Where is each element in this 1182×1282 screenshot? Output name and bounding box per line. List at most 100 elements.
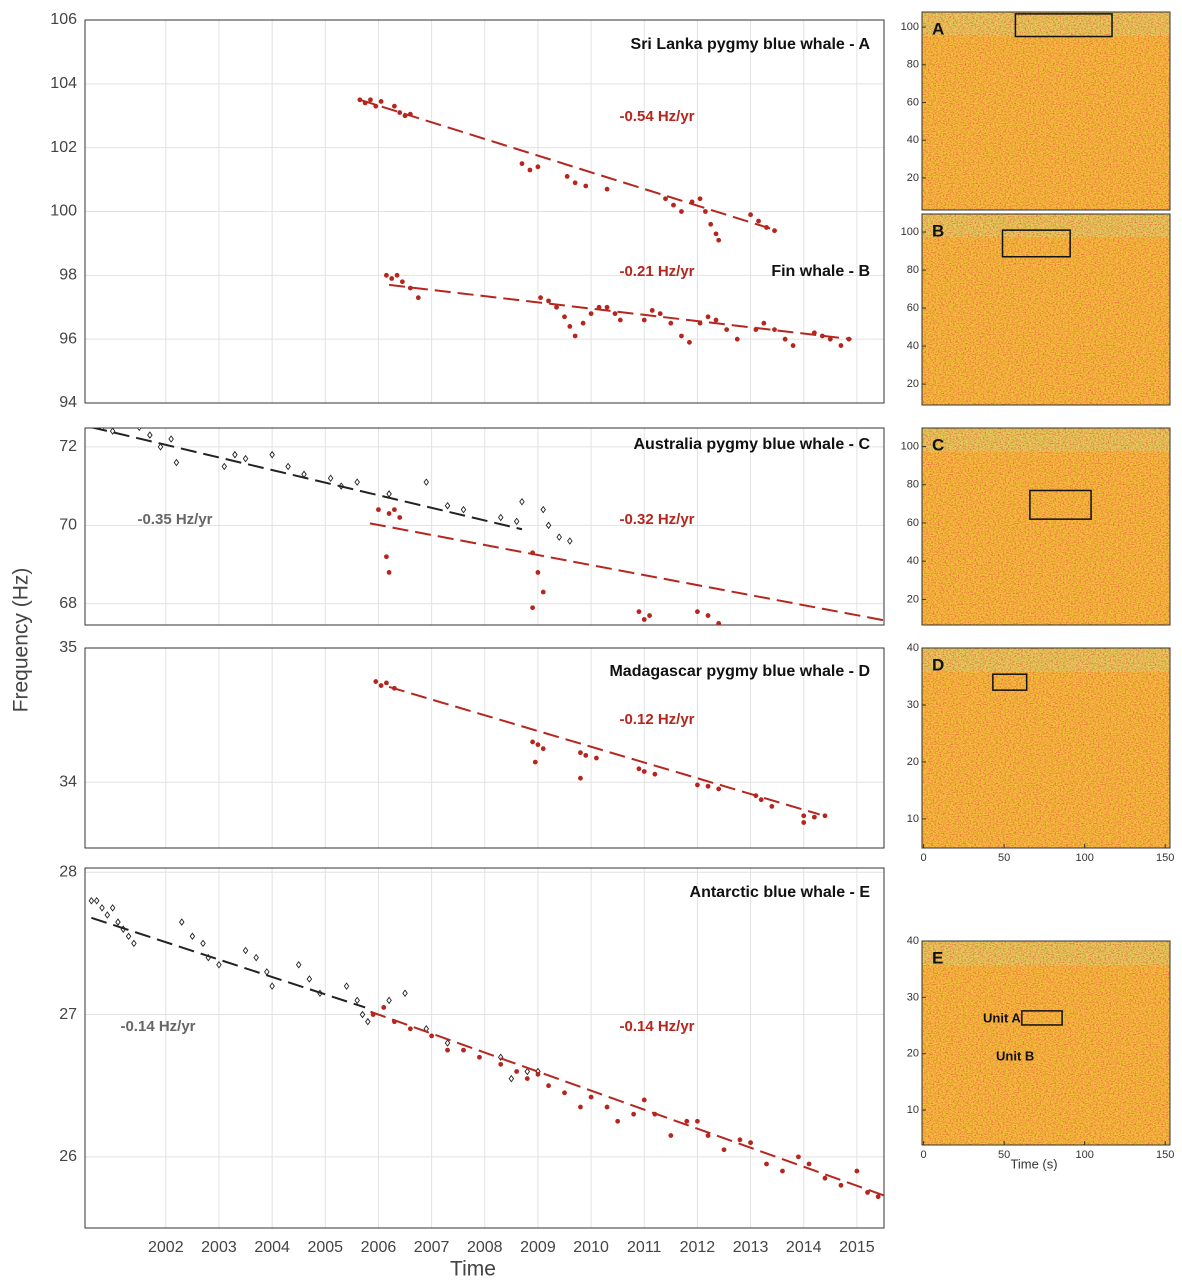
dot-point xyxy=(641,1097,647,1103)
dot-point xyxy=(564,173,570,179)
diamond-point xyxy=(444,1039,451,1047)
y-tick-label: 100 xyxy=(901,440,919,452)
dot-point xyxy=(657,311,663,317)
trend-line xyxy=(388,685,820,816)
spectrogram-frame xyxy=(921,647,1171,849)
dot-point xyxy=(647,613,652,618)
diamond-point xyxy=(89,420,93,426)
dot-point xyxy=(772,228,777,234)
dot-point xyxy=(397,110,403,115)
dot-point xyxy=(737,1137,743,1143)
dot-point xyxy=(580,320,586,326)
dot-point xyxy=(617,317,623,323)
panel-title: Fin whale - B xyxy=(771,263,870,280)
selection-box xyxy=(1021,1010,1063,1026)
dot-point xyxy=(697,196,703,202)
dot-point xyxy=(769,629,774,634)
dot-point xyxy=(615,1118,621,1124)
dot-point xyxy=(604,1104,610,1110)
dot-point xyxy=(604,186,610,192)
plot-frame xyxy=(84,867,885,1229)
dot-point xyxy=(679,333,684,339)
x-tick-label: 2006 xyxy=(361,1239,397,1256)
x-tick-label: 2010 xyxy=(573,1239,609,1256)
dot-point xyxy=(527,167,533,173)
dot-point xyxy=(758,797,764,803)
dot-point xyxy=(562,1090,567,1096)
dot-point xyxy=(386,511,392,516)
dot-point xyxy=(865,1190,870,1195)
dot-point xyxy=(540,746,546,752)
y-tick-label: 72 xyxy=(59,438,77,455)
y-tick-label: 26 xyxy=(59,1148,77,1165)
trend-line xyxy=(91,428,523,531)
diamond-point xyxy=(343,982,350,990)
dot-point xyxy=(716,786,722,792)
dot-point xyxy=(578,1104,583,1110)
diamond-point xyxy=(200,939,206,948)
y-tick-label: 94 xyxy=(59,394,77,411)
dot-point xyxy=(782,336,788,342)
dot-point xyxy=(695,782,700,788)
rate-annotation: -0.12 Hz/yr xyxy=(619,711,694,728)
dot-point xyxy=(538,295,543,301)
rate-annotation: -0.21 Hz/yr xyxy=(619,263,694,280)
dot-point xyxy=(394,272,400,278)
dot-point xyxy=(572,180,578,186)
x-tick-label: 2003 xyxy=(201,1239,237,1256)
y-tick-label: 30 xyxy=(907,991,919,1003)
dot-point xyxy=(429,1033,435,1039)
dot-point xyxy=(838,343,844,348)
dot-point xyxy=(695,609,700,615)
x-tick-label: 150 xyxy=(1156,1149,1174,1161)
diamond-point xyxy=(354,996,360,1005)
plot-area xyxy=(357,97,852,348)
y-tick-label: 40 xyxy=(907,340,919,352)
dot-point xyxy=(713,231,719,237)
spectrogram-noise xyxy=(922,648,1170,848)
diamond-point xyxy=(365,1017,371,1026)
dot-point xyxy=(407,285,413,291)
diamond-point xyxy=(189,932,196,941)
dot-point xyxy=(391,507,397,513)
selection-box xyxy=(1014,13,1113,38)
diamond-point xyxy=(109,904,116,912)
dot-point xyxy=(397,515,403,520)
diamond-point xyxy=(178,918,185,926)
spectrogram-frame xyxy=(921,427,1171,626)
y-tick-label: 100 xyxy=(50,203,77,220)
y-tick-label: 80 xyxy=(907,479,919,491)
dot-point xyxy=(671,202,676,208)
dot-point xyxy=(713,317,719,323)
dot-point xyxy=(588,1094,594,1100)
dot-point xyxy=(535,742,541,748)
trend-line xyxy=(370,1010,884,1197)
dot-point xyxy=(822,813,828,819)
dot-point xyxy=(572,333,578,339)
dot-point xyxy=(705,613,711,618)
y-tick-label: 70 xyxy=(59,517,77,534)
panel-letter: C xyxy=(932,435,944,454)
diamond-point xyxy=(508,1074,515,1083)
y-tick-label: 40 xyxy=(907,555,919,567)
dot-point xyxy=(801,820,807,825)
dot-point xyxy=(530,739,536,745)
y-tick-label: 40 xyxy=(907,642,919,654)
panel-title: Australia pygmy blue whale - C xyxy=(634,436,871,453)
dot-point xyxy=(684,1118,690,1124)
y-tick-label: 20 xyxy=(907,593,919,605)
dot-point xyxy=(407,1026,413,1032)
y-tick-label: 60 xyxy=(907,302,919,314)
dot-point xyxy=(716,237,722,243)
dot-point xyxy=(649,308,655,313)
x-tick-label: 150 xyxy=(1156,852,1174,864)
diamond-point xyxy=(359,1010,366,1019)
diamond-point xyxy=(104,911,111,919)
y-tick-label: 10 xyxy=(907,1104,919,1116)
y-tick-label: 100 xyxy=(901,21,919,33)
diamond-point xyxy=(269,450,275,459)
unit-label: Unit B xyxy=(996,1048,1034,1063)
y-tick-label: 34 xyxy=(59,773,77,790)
diamond-point xyxy=(460,505,467,514)
